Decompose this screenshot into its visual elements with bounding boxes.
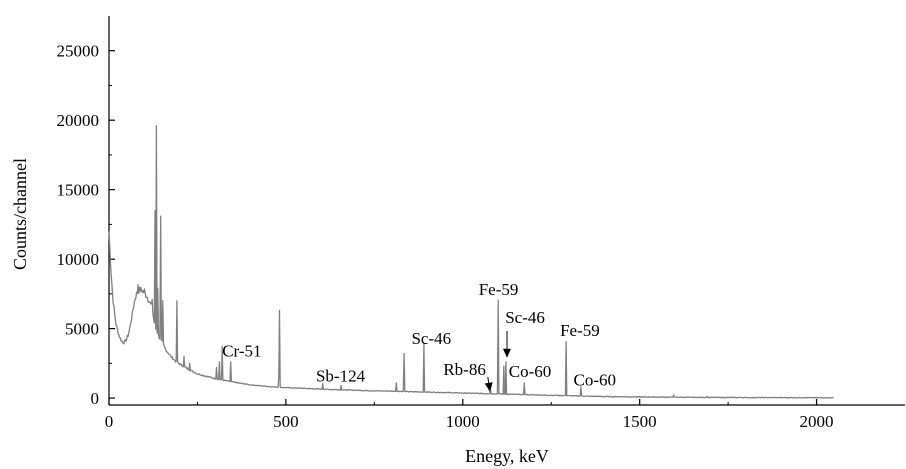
- y-tick-label: 0: [91, 389, 100, 408]
- peak-label: Co-60: [509, 362, 552, 381]
- peak-label: Fe-59: [479, 280, 519, 299]
- peak-label: Rb-86: [443, 360, 486, 379]
- y-tick-label: 10000: [57, 250, 100, 269]
- y-tick-label: 20000: [57, 111, 100, 130]
- annotation-arrow-head: [484, 382, 493, 392]
- spectrum-layer: [108, 125, 834, 399]
- y-tick-label: 15000: [57, 181, 100, 200]
- ticks-layer: 0 500 1000 1500 2000050001000015000200002500…: [57, 42, 834, 431]
- y-tick-label: 25000: [57, 42, 100, 61]
- annotation-arrow-head: [503, 348, 511, 358]
- x-axis-title: Enegy, keV: [465, 446, 549, 466]
- y-axis-title: Counts/channel: [10, 158, 30, 270]
- x-tick-label: 0: [105, 412, 114, 431]
- x-tick-label: 1500: [623, 412, 657, 431]
- annotation-layer: Cr-51 Sb-124 Sc-46 Rb-86 Fe-59 Sc-46 Co-60 Fe-5…: [222, 280, 616, 392]
- peak-label: Sc-46: [411, 329, 451, 348]
- annotation-arrow-line: [487, 377, 490, 383]
- peak-label: Co-60: [574, 371, 617, 390]
- peak-label: Sc-46: [505, 308, 545, 327]
- y-tick-label: 5000: [65, 320, 99, 339]
- plot-area: [108, 16, 905, 406]
- x-tick-label: 500: [273, 412, 299, 431]
- peak-label: Sb-124: [316, 366, 366, 385]
- x-tick-label: 1000: [446, 412, 480, 431]
- peak-label: Fe-59: [560, 321, 600, 340]
- x-tick-label: 2000: [800, 412, 834, 431]
- peak-label: Cr-51: [222, 341, 261, 360]
- spectrum-line: [108, 125, 834, 399]
